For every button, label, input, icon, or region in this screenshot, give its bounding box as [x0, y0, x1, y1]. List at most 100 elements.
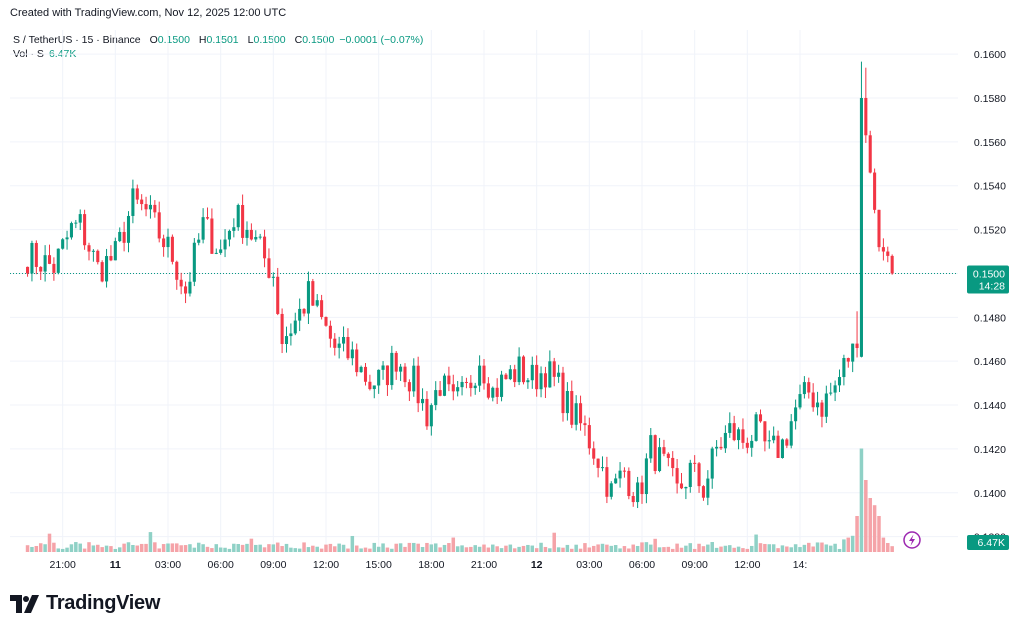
volume-bar	[578, 548, 583, 552]
volume-bar	[622, 546, 627, 552]
volume-bar	[223, 547, 227, 552]
candle-body	[153, 204, 157, 213]
volume-bar	[346, 548, 350, 552]
price-axis[interactable]: 0.13800.14000.14200.14400.14600.14800.15…	[974, 49, 1006, 544]
candle-body	[69, 223, 73, 238]
candle-body	[249, 229, 253, 240]
candle-body	[464, 381, 468, 383]
price-tag-bg	[967, 265, 1009, 294]
candle-body	[666, 453, 670, 458]
volume-bar	[736, 546, 741, 552]
volume-bar	[240, 544, 245, 552]
candle-body	[298, 308, 302, 321]
volume-bar	[385, 547, 390, 552]
candle-body	[824, 393, 828, 417]
candle-body	[61, 239, 65, 249]
volume-bar	[763, 543, 767, 552]
candle-body	[394, 352, 398, 372]
close-label: C	[294, 34, 303, 46]
volume-bar	[890, 546, 894, 552]
volume-bar	[416, 543, 420, 552]
volume-bar	[297, 548, 302, 552]
volume-bar	[842, 539, 846, 552]
low-value: 0.1500	[253, 34, 286, 46]
lightning-icon-glyph[interactable]	[909, 534, 915, 547]
volume-bar	[69, 544, 74, 552]
candle-body	[34, 242, 38, 267]
volume-bar	[131, 544, 135, 552]
candle-body	[719, 446, 723, 449]
tradingview-logo[interactable]: TradingView	[10, 592, 160, 615]
candle-body	[241, 205, 245, 238]
candle-body	[227, 230, 231, 240]
candle-body	[245, 229, 249, 238]
candle-body	[583, 423, 587, 426]
candles[interactable]	[26, 61, 894, 509]
candle-body	[192, 242, 196, 282]
candle-body	[794, 407, 798, 422]
volume-bar	[236, 543, 240, 552]
volume-bar	[280, 546, 284, 552]
volume-bar	[692, 548, 697, 552]
volume-bar	[60, 548, 65, 552]
volume-bar	[210, 548, 214, 552]
candle-body	[627, 470, 631, 497]
volume-bar	[820, 542, 824, 552]
time-tick-label: 09:00	[682, 559, 708, 571]
candle-body	[539, 373, 543, 390]
volume-bar	[469, 546, 473, 552]
candle-body	[640, 482, 644, 495]
candle-body	[587, 425, 591, 449]
candle-body	[412, 365, 416, 392]
volume-bar	[780, 545, 785, 552]
volume-bar	[587, 547, 592, 552]
candle-body	[26, 266, 30, 274]
time-tick-label: 18:00	[418, 559, 444, 571]
candle-body	[609, 483, 613, 497]
volume-bar	[798, 547, 802, 552]
lightning-icon[interactable]	[903, 531, 921, 549]
candle-body	[816, 402, 820, 408]
volume-bar	[201, 544, 205, 552]
time-tick-label: 15:00	[366, 559, 392, 571]
volume-bar	[354, 545, 359, 552]
volume-bar	[451, 537, 456, 552]
volume-bar	[482, 544, 486, 552]
candle-body	[109, 256, 113, 261]
volume-bar	[539, 542, 543, 552]
volume-bar	[126, 542, 131, 552]
candle-body	[842, 358, 846, 378]
candle-body	[254, 236, 258, 240]
candle-body	[131, 188, 135, 216]
volume-bar	[161, 544, 166, 552]
volume-bar	[477, 546, 482, 552]
candle-body	[741, 429, 745, 443]
price-tick-label: 0.1580	[974, 93, 1006, 105]
candle-body	[873, 172, 877, 210]
time-axis[interactable]: 21:00 11 03:00 06:00 09:00 12:00 15:00 18:00 21:…	[50, 559, 808, 571]
candle-body	[342, 336, 346, 344]
candle-body	[315, 300, 319, 306]
volume-bar	[455, 546, 460, 552]
volume-bar	[824, 544, 829, 552]
price-tag: 0.1500 14:28	[967, 265, 1009, 294]
volume-bar	[526, 544, 530, 552]
candle-body	[548, 361, 552, 388]
volume-bar	[56, 548, 61, 552]
candle-body	[500, 374, 504, 397]
volume-bar	[473, 545, 477, 552]
candle-body	[758, 414, 763, 422]
volume-bar	[662, 547, 666, 552]
candle-body	[258, 236, 262, 238]
candle-body	[636, 482, 640, 503]
volume-bar	[850, 535, 855, 552]
candle-body	[30, 242, 34, 274]
volume-bar	[100, 547, 104, 552]
volume-bar	[245, 543, 249, 552]
candle-body	[47, 255, 52, 264]
created-with-label: Created with TradingView.com, Nov 12, 20…	[10, 7, 287, 19]
volume-bar	[745, 548, 750, 552]
volume-bar	[359, 548, 363, 552]
symbol-title[interactable]: S / TetherUS · 15 · Binance	[13, 34, 141, 46]
